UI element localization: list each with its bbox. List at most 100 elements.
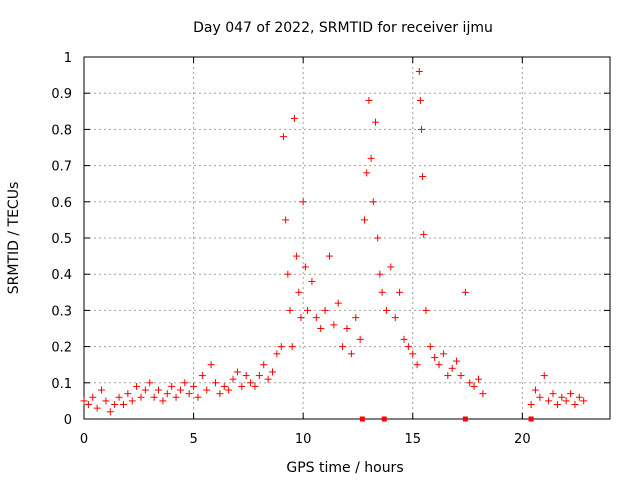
data-point: [141, 386, 149, 394]
data-point: [418, 125, 426, 133]
data-point: [229, 375, 237, 383]
data-point: [378, 288, 386, 296]
data-point: [111, 401, 119, 409]
data-point: [216, 390, 224, 398]
data-point: [93, 404, 101, 412]
data-point: [124, 390, 132, 398]
data-point: [448, 364, 456, 372]
data-point: [409, 350, 417, 358]
data-point: [356, 335, 364, 343]
x-tick-label: 0: [80, 432, 88, 447]
data-point: [220, 382, 228, 390]
data-point: [106, 408, 114, 416]
x-tick-label: 10: [295, 432, 312, 447]
data-point: [343, 325, 351, 332]
data-point: [190, 382, 198, 390]
data-point: [89, 393, 97, 401]
x-axis-ticks: 0 5 10 15 20: [80, 57, 531, 447]
data-point: [159, 397, 167, 405]
data-point: [575, 393, 583, 401]
y-tick-label: 0.8: [51, 123, 72, 138]
axis-marker: [381, 416, 387, 422]
data-point: [545, 397, 553, 405]
data-point: [435, 361, 443, 369]
data-point: [374, 234, 382, 242]
data-point: [466, 379, 474, 387]
data-point: [347, 350, 355, 358]
data-point: [290, 115, 298, 123]
data-point: [146, 379, 154, 387]
data-point: [527, 401, 535, 409]
data-point: [304, 306, 312, 314]
data-point: [317, 325, 325, 332]
grid: [84, 57, 610, 419]
data-point: [363, 169, 371, 177]
axis-marker: [462, 416, 468, 422]
x-tick-label: 20: [514, 432, 531, 447]
data-point: [419, 172, 427, 180]
axis-marker: [359, 416, 365, 422]
data-point: [461, 288, 469, 296]
data-point: [387, 263, 395, 271]
data-point: [369, 198, 377, 206]
data-point: [439, 350, 447, 358]
data-point: [540, 372, 548, 380]
data-point: [102, 397, 110, 405]
data-point: [325, 252, 333, 260]
data-point: [367, 154, 375, 162]
data-point: [238, 382, 246, 390]
data-point: [420, 230, 428, 238]
plot-frame: [83, 56, 611, 420]
data-point: [567, 390, 575, 398]
data-point: [284, 270, 292, 278]
data-point: [312, 314, 320, 322]
data-point: [475, 375, 482, 383]
data-point: [282, 216, 290, 224]
data-point: [242, 372, 250, 380]
y-tick-label: 0.9: [51, 87, 72, 102]
data-point: [426, 343, 434, 351]
data-point: [194, 393, 202, 401]
data-point: [203, 386, 211, 394]
axis-marker: [528, 416, 534, 422]
y-tick-label: 0.2: [51, 341, 72, 356]
y-tick-label: 0: [64, 413, 72, 428]
data-point: [562, 397, 570, 405]
data-points: [80, 67, 588, 416]
data-point: [580, 397, 588, 405]
data-point: [404, 343, 412, 351]
data-point: [321, 306, 329, 314]
data-point: [115, 393, 123, 401]
data-point: [330, 321, 338, 329]
data-point: [365, 96, 373, 104]
data-point: [133, 382, 141, 390]
data-point: [571, 401, 579, 409]
data-point: [247, 379, 255, 387]
data-point: [150, 393, 158, 401]
data-point: [176, 386, 184, 394]
x-tick-label: 15: [404, 432, 421, 447]
data-point: [293, 252, 301, 260]
data-point: [308, 277, 316, 285]
data-point: [155, 386, 163, 394]
data-point: [334, 299, 342, 307]
data-point: [119, 401, 127, 409]
data-point: [396, 288, 404, 296]
data-point: [453, 357, 461, 365]
data-point: [558, 393, 566, 401]
data-point: [264, 375, 272, 383]
data-point: [553, 401, 561, 409]
y-tick-label: 0.3: [51, 304, 72, 319]
data-point: [549, 390, 557, 398]
data-point: [371, 118, 379, 126]
data-point: [457, 372, 465, 380]
data-point: [531, 386, 539, 394]
data-point: [470, 382, 478, 390]
data-point: [80, 397, 88, 405]
data-point: [233, 368, 241, 376]
data-point: [382, 306, 390, 314]
data-point: [295, 288, 303, 296]
data-point: [299, 198, 307, 206]
data-point: [251, 382, 259, 390]
data-point: [273, 350, 281, 358]
